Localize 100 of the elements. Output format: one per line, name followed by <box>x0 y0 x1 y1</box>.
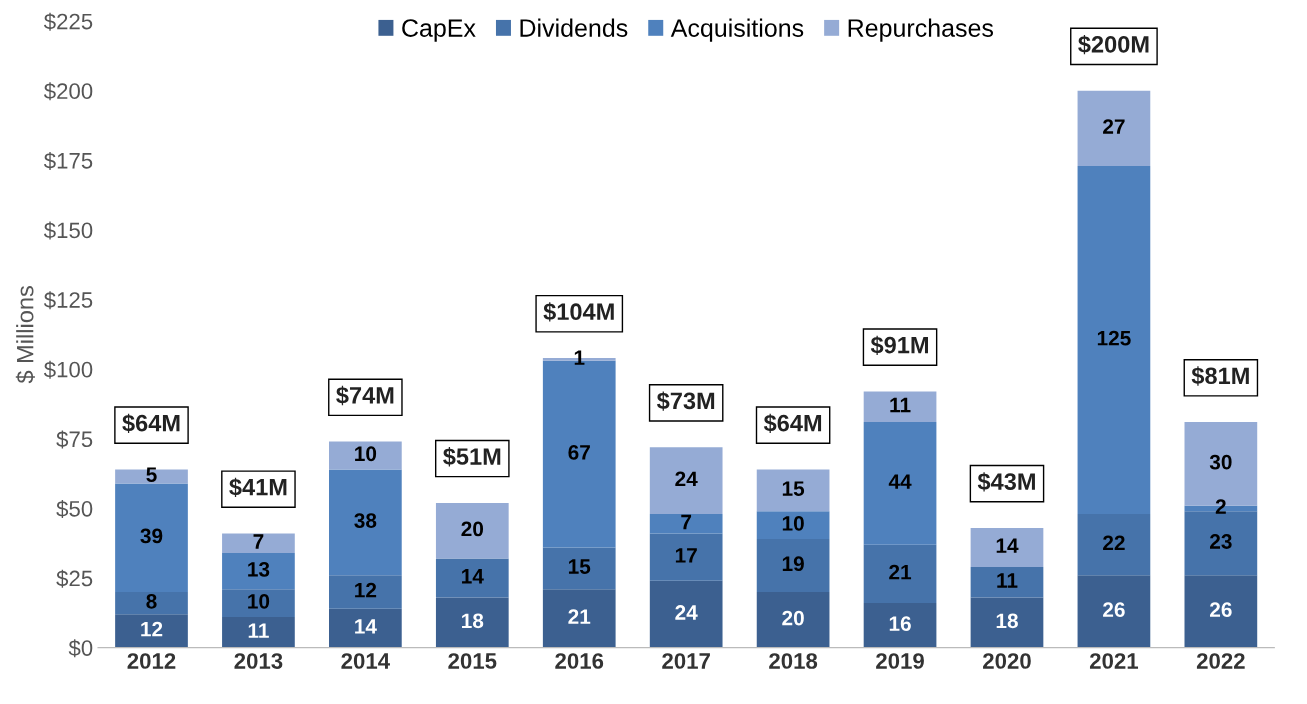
bar <box>435 558 509 598</box>
data-label: 18 <box>462 613 484 629</box>
data-label: 17 <box>675 548 697 563</box>
data-label: 21 <box>889 564 912 580</box>
x-tick-label: 2022 <box>1196 653 1245 669</box>
bar <box>329 608 402 648</box>
data-label: 18 <box>996 613 1018 629</box>
data-label: 10 <box>355 446 377 462</box>
legend-label: Dividends <box>520 18 628 37</box>
bar <box>863 544 937 604</box>
bar <box>970 597 1044 648</box>
legend-label: CapEx <box>402 19 476 42</box>
bar <box>435 502 509 559</box>
bar <box>649 533 723 581</box>
bar <box>756 539 830 592</box>
bar <box>329 469 402 576</box>
x-tick-label: 2018 <box>769 653 818 669</box>
x-tick-label: 2012 <box>127 653 176 669</box>
data-label: 14 <box>462 569 484 584</box>
data-label: 20 <box>461 521 484 537</box>
data-label: 19 <box>782 556 804 572</box>
y-tick-label: $150 <box>43 221 93 240</box>
y-tick-label: $175 <box>43 151 93 170</box>
data-label: 24 <box>675 605 698 620</box>
total-label: $200M <box>1078 34 1149 55</box>
x-tick-label: 2016 <box>555 653 604 669</box>
data-label: 14 <box>996 538 1019 553</box>
bar <box>756 591 830 648</box>
data-label: 38 <box>354 513 377 528</box>
bar <box>222 533 295 553</box>
bar <box>542 547 616 590</box>
y-tick-label: $200 <box>43 82 93 101</box>
bar <box>863 422 937 545</box>
y-tick-label: $225 <box>43 12 93 31</box>
total-label: $64M <box>763 413 822 433</box>
bar <box>115 614 188 648</box>
total-label: $41M <box>229 477 287 498</box>
total-label: $51M <box>443 447 501 467</box>
data-label: 5 <box>146 467 157 483</box>
data-label: 2 <box>1215 499 1226 514</box>
x-tick-label: 2014 <box>341 653 390 669</box>
bar <box>970 527 1044 567</box>
data-label: 22 <box>1103 535 1125 551</box>
bar <box>222 617 295 648</box>
y-tick-label: $125 <box>43 291 93 310</box>
total-label: $81M <box>1191 366 1249 386</box>
data-label: 10 <box>248 593 270 609</box>
bar <box>756 469 830 512</box>
total-label: $73M <box>656 391 715 411</box>
data-label: 26 <box>1209 602 1232 618</box>
data-label: 67 <box>568 444 590 460</box>
data-label: 13 <box>248 561 270 577</box>
data-label: 12 <box>355 582 377 598</box>
bar <box>1184 575 1258 648</box>
bar <box>115 483 188 592</box>
y-tick-label: $50 <box>56 500 93 519</box>
bar <box>863 391 937 423</box>
y-tick-label: $100 <box>43 360 93 379</box>
data-label: 14 <box>355 619 377 634</box>
x-tick-label: 2019 <box>876 653 924 669</box>
legend-label: Repurchases <box>848 18 994 42</box>
bar <box>329 575 402 609</box>
y-axis-title: $ Millions <box>15 286 35 384</box>
data-label: 27 <box>1103 119 1125 134</box>
bar <box>649 447 723 515</box>
data-label: 44 <box>888 474 912 489</box>
x-tick-label: 2013 <box>234 653 283 669</box>
data-label: 10 <box>782 515 804 531</box>
bar <box>649 580 723 648</box>
data-label: 15 <box>568 559 591 574</box>
x-tick-label: 2020 <box>983 653 1031 669</box>
bar <box>115 591 188 615</box>
bar <box>1077 90 1151 166</box>
x-tick-label: 2015 <box>448 653 497 669</box>
y-tick-label: $25 <box>56 569 93 588</box>
bar <box>1077 165 1151 515</box>
legend-label: Acquisitions <box>670 18 804 42</box>
data-label: 23 <box>1209 534 1232 549</box>
total-label: $91M <box>870 335 928 356</box>
y-tick-label: $75 <box>56 430 93 449</box>
total-label: $74M <box>336 385 394 406</box>
data-label: 26 <box>1103 602 1125 618</box>
bar <box>1077 575 1151 648</box>
bar <box>435 597 509 648</box>
total-label: $64M <box>122 413 180 433</box>
data-label: 7 <box>253 534 264 549</box>
data-label: 21 <box>568 609 591 624</box>
bar <box>649 514 723 534</box>
bar <box>115 469 188 484</box>
bar <box>970 566 1044 598</box>
bar <box>329 441 402 470</box>
data-label: 12 <box>141 621 163 637</box>
total-label: $43M <box>977 472 1035 492</box>
x-tick-label: 2021 <box>1089 653 1139 669</box>
data-label: 8 <box>146 593 157 609</box>
data-label: 39 <box>140 528 163 544</box>
bar <box>863 603 937 648</box>
data-label: 16 <box>889 616 911 631</box>
data-label: 11 <box>248 623 269 638</box>
bar <box>222 553 295 590</box>
